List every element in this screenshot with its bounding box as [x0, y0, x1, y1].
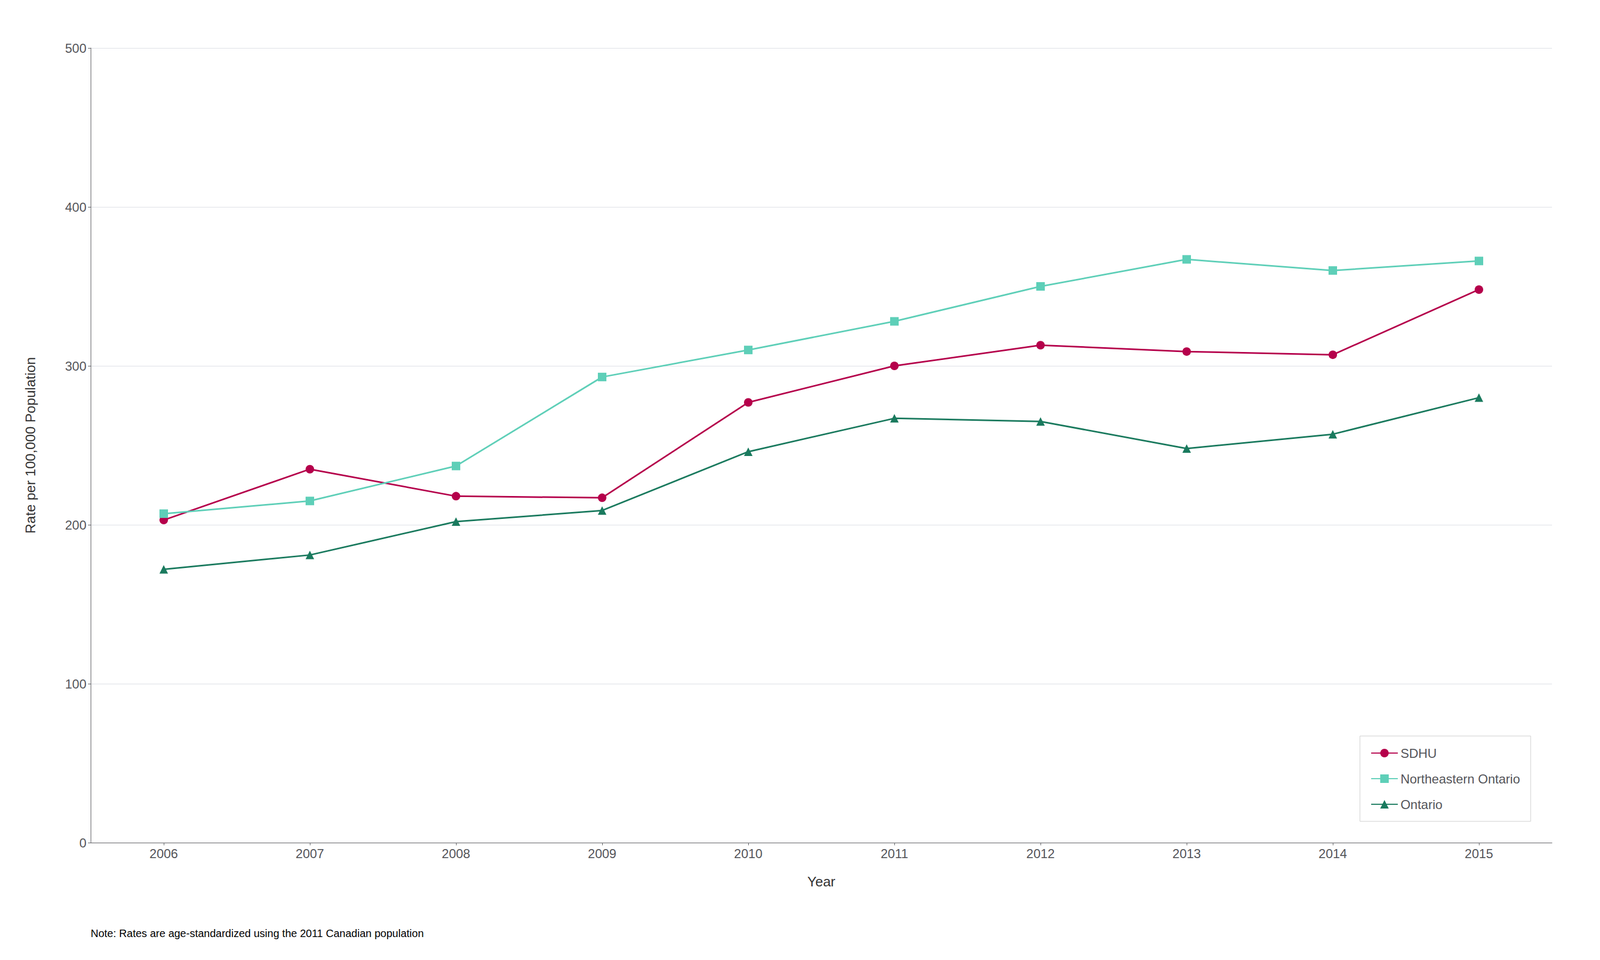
- svg-text:2015: 2015: [1464, 846, 1493, 861]
- svg-text:2014: 2014: [1318, 846, 1347, 861]
- svg-text:2013: 2013: [1172, 846, 1201, 861]
- svg-text:Year: Year: [807, 873, 836, 890]
- svg-text:2010: 2010: [733, 846, 763, 861]
- svg-text:2009: 2009: [587, 846, 616, 861]
- svg-text:100: 100: [65, 676, 87, 692]
- svg-text:Northeastern Ontario: Northeastern Ontario: [1400, 771, 1520, 787]
- svg-text:400: 400: [65, 200, 87, 215]
- svg-text:2011: 2011: [880, 846, 909, 861]
- svg-text:SDHU: SDHU: [1400, 746, 1437, 761]
- svg-text:Ontario: Ontario: [1400, 797, 1443, 812]
- svg-text:Rate per 100,000 Population: Rate per 100,000 Population: [22, 356, 39, 534]
- svg-text:200: 200: [65, 517, 87, 533]
- svg-text:2007: 2007: [295, 846, 324, 861]
- svg-text:0: 0: [79, 835, 87, 851]
- svg-text:2006: 2006: [149, 846, 178, 861]
- svg-text:2008: 2008: [441, 846, 470, 861]
- svg-text:2012: 2012: [1026, 846, 1055, 861]
- svg-text:500: 500: [65, 41, 87, 56]
- svg-text:Note: Rates are age-standardiz: Note: Rates are age-standardized using t…: [90, 927, 424, 940]
- svg-text:300: 300: [65, 358, 87, 374]
